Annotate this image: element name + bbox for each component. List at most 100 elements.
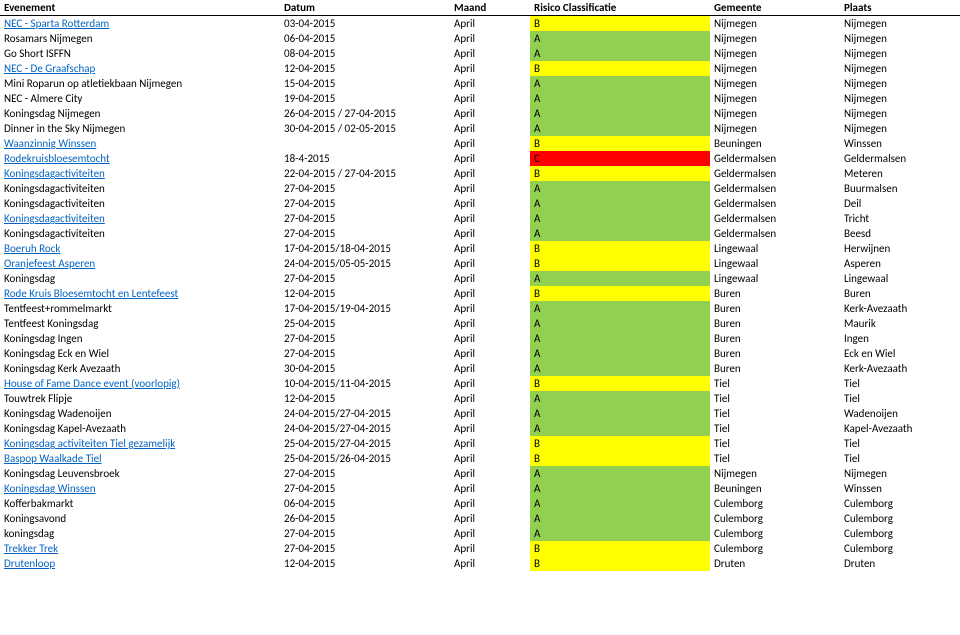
cell-risk: B (530, 241, 710, 256)
cell-plaats: Tiel (840, 391, 960, 406)
table-row: Koningsdagactiviteiten27-04-2015AprilAGe… (0, 196, 960, 211)
cell-risk: A (530, 346, 710, 361)
cell-gemeente: Buren (710, 316, 840, 331)
cell-month: April (450, 526, 530, 541)
table-row: Koningsdag Nijmegen26-04-2015 / 27-04-20… (0, 106, 960, 121)
cell-gemeente: Lingewaal (710, 256, 840, 271)
cell-risk: B (530, 556, 710, 571)
cell-date: 27-04-2015 (280, 211, 450, 226)
cell-date: 27-04-2015 (280, 466, 450, 481)
cell-plaats: Nijmegen (840, 16, 960, 32)
table-row: Kofferbakmarkt06-04-2015AprilACulemborgC… (0, 496, 960, 511)
header-date: Datum (280, 0, 450, 16)
cell-date: 17-04-2015/18-04-2015 (280, 241, 450, 256)
cell-risk: A (530, 481, 710, 496)
cell-month: April (450, 31, 530, 46)
cell-month: April (450, 136, 530, 151)
event-link[interactable]: Koningsdag activiteiten Tiel gezamelijk (4, 437, 175, 450)
cell-month: April (450, 16, 530, 32)
cell-month: April (450, 286, 530, 301)
table-row: House of Fame Dance event (voorlopig)10-… (0, 376, 960, 391)
event-link[interactable]: Rodekruisbloesemtocht (4, 152, 110, 165)
table-row: Baspop Waalkade Tiel 25-04-2015/26-04-201… (0, 451, 960, 466)
cell-risk: A (530, 301, 710, 316)
cell-plaats: Nijmegen (840, 106, 960, 121)
cell-date: 26-04-2015 / 27-04-2015 (280, 106, 450, 121)
cell-event: Dinner in the Sky Nijmegen (0, 121, 280, 136)
event-link[interactable]: House of Fame Dance event (voorlopig) (4, 377, 180, 390)
table-row: Drutenloop12-04-2015AprilBDrutenDruten (0, 556, 960, 571)
cell-gemeente: Geldermalsen (710, 196, 840, 211)
cell-risk: B (530, 451, 710, 466)
cell-gemeente: Tiel (710, 391, 840, 406)
cell-gemeente: Beuningen (710, 136, 840, 151)
cell-month: April (450, 331, 530, 346)
event-link[interactable]: Drutenloop (4, 557, 55, 570)
header-row: Evenement Datum Maand Risico Classificat… (0, 0, 960, 16)
table-row: NEC - De Graafschap12-04-2015AprilBNijme… (0, 61, 960, 76)
cell-date: 25-04-2015/26-04-2015 (280, 451, 450, 466)
cell-plaats: Tricht (840, 211, 960, 226)
cell-plaats: Nijmegen (840, 91, 960, 106)
cell-plaats: Winssen (840, 481, 960, 496)
event-link[interactable]: NEC - De Graafschap (4, 62, 95, 75)
cell-month: April (450, 421, 530, 436)
cell-plaats: Buren (840, 286, 960, 301)
cell-event: House of Fame Dance event (voorlopig) (0, 376, 280, 391)
cell-plaats: Nijmegen (840, 61, 960, 76)
cell-event: Tentfeest Koningsdag (0, 316, 280, 331)
table-row: Koningsdag Leuvensbroek27-04-2015AprilAN… (0, 466, 960, 481)
cell-gemeente: Culemborg (710, 511, 840, 526)
cell-date: 22-04-2015 / 27-04-2015 (280, 166, 450, 181)
cell-risk: A (530, 91, 710, 106)
cell-gemeente: Geldermalsen (710, 166, 840, 181)
cell-month: April (450, 556, 530, 571)
event-link[interactable]: NEC - Sparta Rotterdam (4, 17, 109, 30)
event-link[interactable]: Rode Kruis Bloesemtocht en Lentefeest (4, 287, 178, 300)
cell-date: 27-04-2015 (280, 331, 450, 346)
cell-month: April (450, 391, 530, 406)
event-link[interactable]: Oranjefeest Asperen (4, 257, 95, 270)
table-row: Rosamars Nijmegen06-04-2015AprilANijmege… (0, 31, 960, 46)
cell-event: Boeruh Rock (0, 241, 280, 256)
cell-event: Koningsdag Ingen (0, 331, 280, 346)
cell-date: 27-04-2015 (280, 226, 450, 241)
cell-plaats: Kerk-Avezaath (840, 301, 960, 316)
cell-gemeente: Culemborg (710, 541, 840, 556)
cell-plaats: Ingen (840, 331, 960, 346)
cell-event: Koningsdag (0, 271, 280, 286)
event-link[interactable]: Baspop Waalkade Tiel (4, 452, 102, 465)
table-row: Koningsdag Kapel-Avezaath24-04-2015/27-0… (0, 421, 960, 436)
table-row: Koningsdagactiviteiten27-04-2015AprilAGe… (0, 181, 960, 196)
cell-risk: A (530, 466, 710, 481)
cell-gemeente: Nijmegen (710, 46, 840, 61)
cell-plaats: Tiel (840, 376, 960, 391)
cell-month: April (450, 541, 530, 556)
table-row: koningsdag27-04-2015AprilACulemborgCulem… (0, 526, 960, 541)
cell-gemeente: Culemborg (710, 526, 840, 541)
cell-month: April (450, 256, 530, 271)
table-row: Rode Kruis Bloesemtocht en Lentefeest12-… (0, 286, 960, 301)
event-link[interactable]: Waanzinnig Winssen (4, 137, 96, 150)
cell-risk: A (530, 211, 710, 226)
cell-plaats: Buurmalsen (840, 181, 960, 196)
cell-plaats: Lingewaal (840, 271, 960, 286)
cell-date: 26-04-2015 (280, 511, 450, 526)
cell-gemeente: Nijmegen (710, 121, 840, 136)
cell-month: April (450, 241, 530, 256)
cell-plaats: Asperen (840, 256, 960, 271)
cell-date: 27-04-2015 (280, 526, 450, 541)
event-link[interactable]: Koningsdagactiviteiten (4, 212, 105, 225)
cell-month: April (450, 316, 530, 331)
event-link[interactable]: Boeruh Rock (4, 242, 60, 255)
cell-plaats: Druten (840, 556, 960, 571)
event-link[interactable]: Trekker Trek (4, 542, 58, 555)
cell-date: 15-04-2015 (280, 76, 450, 91)
cell-gemeente: Tiel (710, 436, 840, 451)
cell-gemeente: Geldermalsen (710, 181, 840, 196)
cell-month: April (450, 481, 530, 496)
event-link[interactable]: Koningsdag Winssen (4, 482, 96, 495)
cell-event: Koningsdagactiviteiten (0, 181, 280, 196)
cell-event: Koningsdag Kapel-Avezaath (0, 421, 280, 436)
event-link[interactable]: Koningsdagactiviteiten (4, 167, 105, 180)
